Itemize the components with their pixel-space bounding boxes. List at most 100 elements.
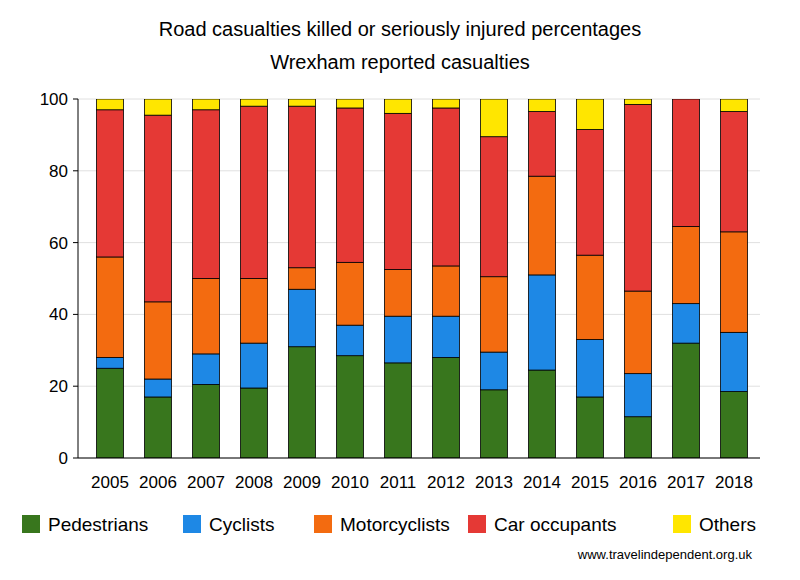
bar-segment — [241, 99, 268, 106]
x-tick-label: 2009 — [283, 473, 321, 492]
y-tick-label: 40 — [49, 305, 68, 324]
bar-segment — [577, 340, 604, 397]
bar-segment — [337, 99, 364, 108]
x-tick-label: 2014 — [523, 473, 561, 492]
bar-segment — [337, 356, 364, 458]
legend-swatch — [468, 515, 486, 533]
bar-segment — [481, 352, 508, 390]
bar-segment — [385, 113, 412, 269]
legend-swatch — [673, 515, 691, 533]
bar-segment — [433, 108, 460, 266]
x-tick-label: 2006 — [139, 473, 177, 492]
legend-swatch — [183, 515, 201, 533]
bar-segment — [241, 279, 268, 344]
bar-segment — [673, 226, 700, 303]
grid-line — [78, 314, 760, 315]
bar-segment — [241, 106, 268, 278]
title: Road casualties killed or seriously inju… — [159, 18, 641, 40]
bar-segment — [145, 397, 172, 458]
x-tick-label: 2016 — [619, 473, 657, 492]
bar-segment — [529, 99, 556, 112]
bars — [97, 99, 748, 458]
bar-segment — [145, 302, 172, 379]
chart: Road casualties killed or seriously inju… — [0, 0, 800, 580]
bar-segment — [145, 115, 172, 302]
x-tick-label: 2018 — [715, 473, 753, 492]
bar-segment — [241, 343, 268, 388]
bar-segment — [193, 99, 220, 110]
x-tick-label: 2012 — [427, 473, 465, 492]
x-tick-label: 2007 — [187, 473, 225, 492]
y-tick-label: 80 — [49, 162, 68, 181]
bar-segment — [577, 255, 604, 339]
bar-segment — [289, 347, 316, 458]
bar-segment — [721, 392, 748, 458]
bar-segment — [97, 368, 124, 458]
x-tick-label: 2015 — [571, 473, 609, 492]
bar-segment — [529, 370, 556, 458]
legend-label: Cyclists — [209, 514, 274, 535]
bar-segment — [97, 110, 124, 257]
bar-segment — [721, 232, 748, 333]
bar-segment — [721, 332, 748, 391]
x-tick-label: 2008 — [235, 473, 273, 492]
bar-segment — [289, 268, 316, 290]
bar-segment — [625, 99, 652, 104]
x-axis — [78, 458, 760, 459]
bar-segment — [721, 99, 748, 112]
y-tick — [73, 386, 78, 387]
bar-segment — [577, 397, 604, 458]
x-tick-label: 2017 — [667, 473, 705, 492]
grid-line — [78, 170, 760, 171]
bar-segment — [673, 304, 700, 343]
bar-segment — [289, 289, 316, 346]
bar-segment — [289, 99, 316, 106]
bar-segment — [385, 270, 412, 317]
source: www.travelindependent.org.uk — [577, 547, 753, 562]
bar-segment — [673, 99, 700, 226]
legend-label: Car occupants — [494, 514, 617, 535]
y-tick — [73, 99, 78, 100]
bar-segment — [577, 130, 604, 256]
x-tick-label: 2010 — [331, 473, 369, 492]
bar-segment — [97, 99, 124, 110]
legend-swatch — [22, 515, 40, 533]
y-tick-label: 0 — [59, 449, 68, 468]
y-tick — [73, 458, 78, 459]
bar-segment — [97, 357, 124, 368]
bar-segment — [337, 262, 364, 325]
grid-line — [78, 242, 760, 243]
bar-segment — [625, 104, 652, 291]
bar-segment — [145, 379, 172, 397]
legend-swatch — [314, 515, 332, 533]
bar-segment — [481, 99, 508, 137]
bar-segment — [625, 291, 652, 374]
y-tick — [73, 242, 78, 243]
bar-segment — [433, 357, 460, 458]
legend-label: Others — [699, 514, 756, 535]
x-tick-label: 2013 — [475, 473, 513, 492]
bar-segment — [385, 316, 412, 363]
y-tick — [73, 314, 78, 315]
bar-segment — [433, 316, 460, 357]
bar-segment — [97, 257, 124, 358]
bar-segment — [721, 112, 748, 232]
x-tick-label: 2011 — [380, 473, 417, 492]
bar-segment — [481, 137, 508, 277]
bar-segment — [577, 99, 604, 130]
legend-label: Pedestrians — [48, 514, 148, 535]
bar-segment — [529, 112, 556, 177]
bar-segment — [481, 390, 508, 458]
bar-segment — [193, 110, 220, 279]
bar-segment — [193, 384, 220, 458]
bar-segment — [193, 354, 220, 385]
bar-segment — [337, 108, 364, 262]
bar-segment — [433, 99, 460, 108]
y-tick-label: 20 — [49, 377, 68, 396]
bar-segment — [673, 343, 700, 458]
bar-segment — [337, 325, 364, 356]
y-tick-label: 100 — [40, 90, 68, 109]
grid-line — [78, 99, 760, 100]
bar-segment — [673, 99, 700, 100]
bar-segment — [529, 275, 556, 370]
